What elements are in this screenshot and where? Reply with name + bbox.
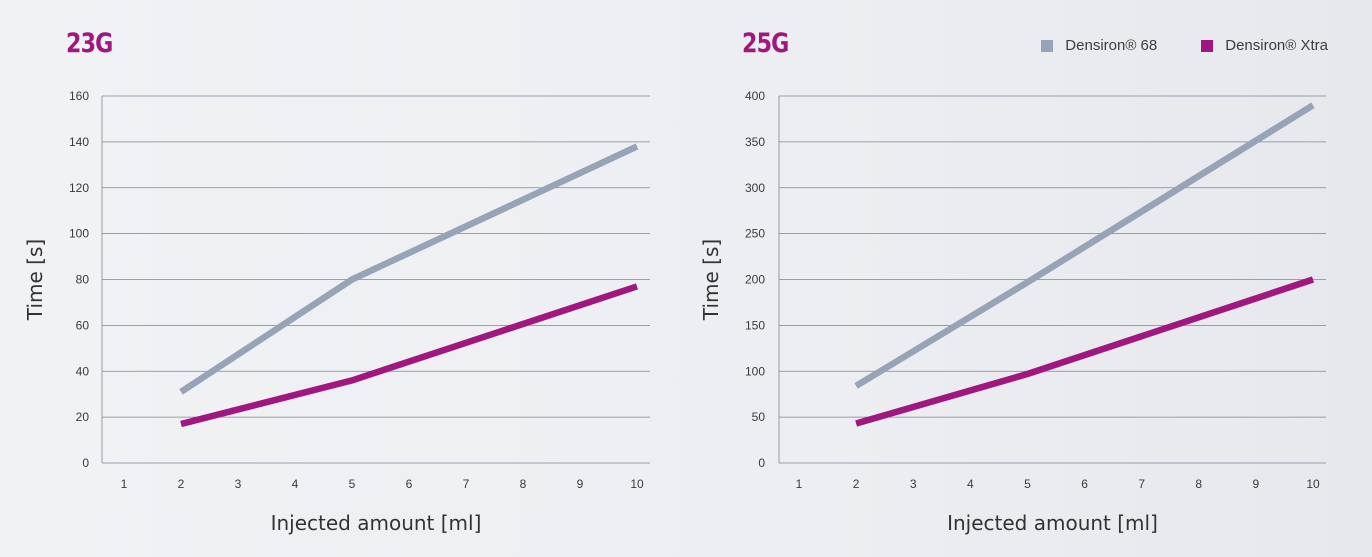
y-axis-title: Time [s] bbox=[699, 239, 723, 321]
legend-item-densiron-xtra: Densiron® Xtra bbox=[1201, 37, 1328, 54]
x-tick-label: 1 bbox=[796, 477, 803, 491]
x-tick-label: 6 bbox=[1081, 477, 1088, 491]
y-tick-label: 250 bbox=[745, 227, 765, 241]
y-tick-label: 400 bbox=[745, 89, 765, 103]
y-tick-label: 200 bbox=[745, 273, 765, 287]
series-line-densiron-xtra bbox=[180, 283, 639, 428]
y-tick-label: 300 bbox=[745, 181, 765, 195]
y-tick-label: 150 bbox=[745, 318, 765, 332]
x-tick-label: 10 bbox=[1306, 477, 1320, 491]
series-line-densiron-68 bbox=[179, 143, 639, 395]
y-tick-label: 350 bbox=[745, 135, 765, 149]
legend-swatch bbox=[1201, 39, 1214, 52]
y-tick-label: 100 bbox=[745, 364, 765, 378]
series-line-densiron-xtra bbox=[855, 276, 1315, 427]
x-tick-label: 9 bbox=[577, 477, 584, 491]
y-tick-label: 160 bbox=[69, 89, 89, 103]
x-tick-label: 10 bbox=[630, 477, 644, 491]
x-tick-label: 3 bbox=[235, 477, 242, 491]
x-tick-label: 2 bbox=[853, 477, 860, 491]
legend-label: Densiron® Xtra bbox=[1225, 37, 1328, 54]
y-tick-label: 0 bbox=[758, 456, 765, 470]
x-tick-label: 9 bbox=[1253, 477, 1260, 491]
chart-title: 23G bbox=[66, 28, 113, 59]
x-tick-label: 4 bbox=[292, 477, 299, 491]
x-tick-label: 5 bbox=[1024, 477, 1031, 491]
y-tick-label: 60 bbox=[76, 318, 90, 332]
x-tick-label: 3 bbox=[910, 477, 917, 491]
x-tick-label: 7 bbox=[1138, 477, 1145, 491]
x-tick-label: 8 bbox=[520, 477, 527, 491]
x-axis-title: Injected amount [ml] bbox=[947, 511, 1158, 535]
line-chart-25g: 0 50 100 150 200 250 300 350 400 1 2 3 4 5 6 7 8 9 10 Injec… bbox=[699, 89, 1326, 535]
y-tick-label: 0 bbox=[82, 456, 89, 470]
x-tick-label: 6 bbox=[406, 477, 413, 491]
y-tick-label: 100 bbox=[69, 227, 89, 241]
line-chart-23g: 0 20 40 60 80 100 120 140 160 1 2 3 4 5 6 7 8 9 10 Injected… bbox=[23, 89, 650, 535]
y-axis-title: Time [s] bbox=[23, 239, 47, 321]
y-tick-label: 80 bbox=[76, 273, 90, 287]
legend-swatch bbox=[1041, 39, 1054, 52]
x-tick-label: 7 bbox=[463, 477, 470, 491]
legend: Densiron® 68 Densiron® Xtra bbox=[1041, 37, 1328, 54]
series-line-densiron-68 bbox=[854, 102, 1315, 389]
y-tick-label: 40 bbox=[76, 364, 90, 378]
y-tick-label: 120 bbox=[69, 181, 89, 195]
chart-title: 25G bbox=[742, 28, 789, 59]
x-tick-label: 1 bbox=[121, 477, 128, 491]
x-tick-label: 4 bbox=[967, 477, 974, 491]
y-tick-label: 20 bbox=[76, 410, 90, 424]
legend-label: Densiron® 68 bbox=[1065, 37, 1158, 54]
chart-panel-23g: 23G 0 20 40 60 80 100 120 140 160 1 2 3 4 5 6 7 8 9 10 Inje… bbox=[23, 28, 650, 535]
x-axis-title: Injected amount [ml] bbox=[271, 511, 482, 535]
y-tick-label: 140 bbox=[69, 135, 89, 149]
x-tick-label: 5 bbox=[349, 477, 356, 491]
chart-panel-25g: 25G Densiron® 68 Densiron® Xtra 0 50 100 15… bbox=[686, 0, 1372, 557]
legend-item-densiron-68: Densiron® 68 bbox=[1041, 37, 1157, 54]
x-tick-label: 2 bbox=[178, 477, 185, 491]
y-tick-label: 50 bbox=[752, 410, 766, 424]
x-tick-label: 8 bbox=[1195, 477, 1202, 491]
